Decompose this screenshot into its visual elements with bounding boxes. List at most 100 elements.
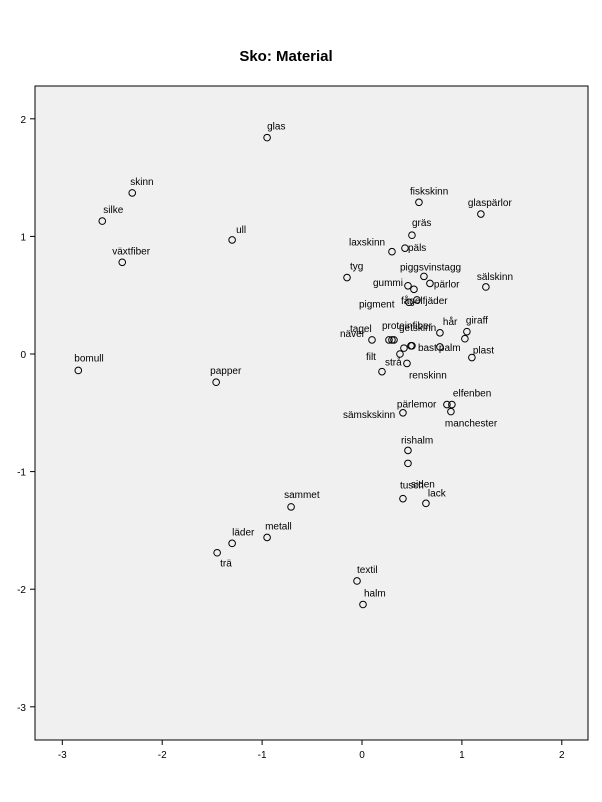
- point-label: pärlemor: [397, 400, 437, 411]
- data-point: [401, 244, 409, 252]
- data-point: [359, 600, 367, 609]
- data-point: [399, 494, 407, 503]
- y-tick-label: -3: [17, 703, 26, 714]
- x-tick-label: 1: [459, 750, 465, 761]
- point-label: gummi: [373, 278, 403, 289]
- data-point: [98, 217, 107, 225]
- data-point: [404, 281, 412, 290]
- point-label: tagel: [350, 324, 372, 335]
- chart-title: Sko: Material: [239, 48, 332, 65]
- y-tick-label: -1: [17, 468, 26, 479]
- point-label: manchester: [445, 419, 498, 430]
- data-point: [343, 273, 351, 282]
- point-label: växtfiber: [112, 246, 150, 257]
- point-label: palm: [439, 343, 461, 354]
- data-point: [436, 343, 444, 351]
- data-point: [468, 353, 476, 362]
- data-point: [426, 279, 434, 288]
- point-label: tyg: [350, 262, 363, 273]
- data-point: [415, 198, 423, 207]
- data-point: [74, 366, 83, 375]
- data-point: [403, 359, 411, 368]
- data-point: [422, 499, 430, 508]
- point-label: getskinn: [399, 323, 436, 334]
- data-point: [263, 533, 271, 542]
- point-label: strå: [385, 357, 402, 369]
- point-label: siden: [411, 479, 435, 490]
- point-label: ull: [236, 225, 246, 236]
- data-point: [400, 344, 408, 352]
- point-label: fågelfjäder: [401, 295, 448, 307]
- x-tick-label: 2: [559, 750, 565, 761]
- point-label: fiskskinn: [410, 186, 448, 197]
- point-label: glaspärlor: [468, 198, 513, 209]
- point-label: rishalm: [401, 435, 433, 446]
- data-point: [128, 189, 137, 197]
- point-label: sälskinn: [477, 272, 513, 283]
- data-point: [228, 236, 236, 244]
- data-point: [436, 329, 444, 337]
- data-point: [390, 336, 398, 344]
- data-point: [287, 503, 295, 511]
- y-tick-label: 2: [20, 115, 26, 126]
- point-label: skinn: [130, 177, 153, 188]
- point-label: halm: [364, 588, 386, 599]
- point-label: metall: [265, 521, 292, 532]
- point-label: gräs: [412, 218, 431, 229]
- point-label: tusch: [400, 481, 424, 492]
- point-label: papper: [210, 366, 242, 377]
- data-point: [388, 336, 396, 344]
- point-label: textil: [357, 565, 378, 576]
- data-point: [413, 296, 421, 304]
- data-point: [228, 539, 236, 548]
- data-point: [378, 367, 386, 376]
- point-label: filt: [366, 352, 376, 363]
- point-label: proteinfiber: [382, 321, 433, 332]
- data-point: [385, 336, 393, 344]
- axis-ticks: -3 -2 -1 0 1 2 -3 -2 -1 0 1 2: [17, 115, 565, 761]
- point-label: pärlor: [434, 279, 460, 290]
- point-label: pigment: [359, 299, 395, 310]
- data-point: [461, 334, 469, 343]
- point-label: läder: [232, 527, 255, 538]
- x-tick-label: -2: [158, 750, 167, 761]
- data-point: [408, 341, 416, 350]
- x-tick-label: -1: [258, 750, 267, 761]
- data-point: [420, 272, 428, 281]
- data-point: [477, 210, 485, 218]
- point-label: sämskskinn: [343, 410, 395, 421]
- y-tick-label: -2: [17, 585, 26, 596]
- point-label: näver: [340, 329, 366, 340]
- point-label: plast: [473, 346, 494, 357]
- y-tick-label: 1: [20, 232, 26, 243]
- data-point: [405, 298, 413, 307]
- point-label: päls: [408, 243, 426, 254]
- point-label: renskinn: [409, 370, 447, 381]
- data-point: [482, 283, 490, 291]
- data-point: [213, 548, 221, 557]
- point-label: trä: [220, 559, 232, 570]
- data-point: [410, 285, 418, 294]
- point-label: piggsvinstagg: [400, 262, 461, 273]
- data-point: [212, 378, 220, 387]
- point-label: bast: [418, 343, 437, 354]
- point-label: hår: [443, 316, 458, 328]
- data-point: [443, 400, 451, 409]
- data-point: [368, 336, 376, 344]
- x-tick-label: 0: [359, 750, 365, 761]
- y-tick-label: 0: [20, 350, 26, 361]
- point-label: laxskinn: [349, 238, 385, 249]
- data-point: [448, 400, 456, 409]
- data-point: [399, 409, 407, 417]
- data-point: [396, 350, 404, 358]
- data-point: [447, 407, 455, 416]
- data-points: glas skinn silke ull växtfiber bomull papper fi…: [74, 122, 513, 609]
- plot-area: [34, 85, 589, 741]
- point-label: sammet: [284, 490, 320, 501]
- data-point: [463, 327, 471, 336]
- point-label: lack: [428, 488, 447, 499]
- point-label: bomull: [74, 353, 103, 364]
- point-label: glas: [267, 122, 285, 133]
- data-point: [118, 258, 127, 267]
